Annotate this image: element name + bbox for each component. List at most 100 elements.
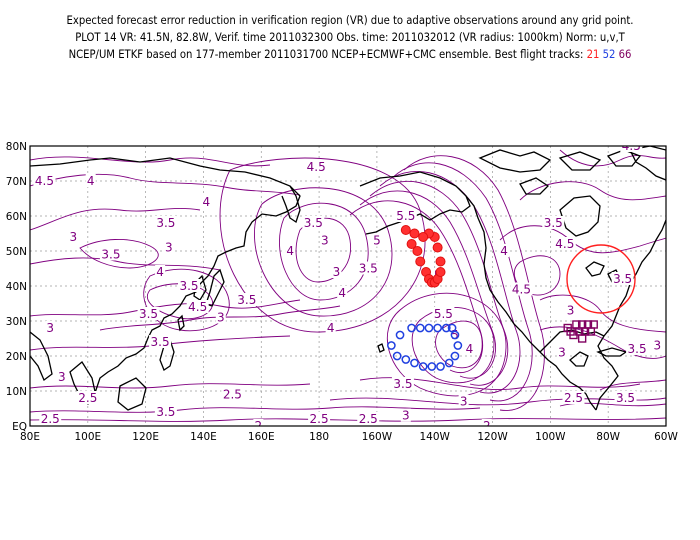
contour-line xyxy=(435,320,483,369)
contour-label: 3.5 xyxy=(237,293,256,307)
contour-label-bg xyxy=(154,216,177,229)
lon-label: 180 xyxy=(309,431,329,443)
contour-label-bg xyxy=(319,233,330,247)
contour-label-bg xyxy=(305,160,328,173)
contour-line xyxy=(411,307,495,384)
contour-label-bg xyxy=(155,265,166,278)
track-52-marker xyxy=(447,323,457,333)
contour-label-bg xyxy=(56,370,67,383)
contour-line xyxy=(30,208,201,231)
track-52-marker xyxy=(427,362,437,371)
contour-label-bg xyxy=(400,408,411,422)
title-line-3-text: NCEP/UM ETKF based on 177-member 2011031… xyxy=(68,48,584,61)
lat-label: 50N xyxy=(6,246,27,258)
lat-label: 30N xyxy=(6,316,27,328)
track-21-marker xyxy=(432,242,443,253)
track-52-marker xyxy=(441,323,451,333)
contour-label: 4 xyxy=(327,321,335,335)
lon-label: 120W xyxy=(477,431,508,443)
contour-line xyxy=(599,379,666,391)
contour-label: 4 xyxy=(156,265,164,279)
contour-label-bg xyxy=(510,282,533,296)
contour-label: 5 xyxy=(451,328,459,342)
coastline-north-america-west xyxy=(465,195,597,411)
contour-line xyxy=(349,200,484,374)
contour-label: 2.5 xyxy=(41,412,60,426)
contour-label-bg xyxy=(553,237,576,250)
contour-label: 3.5 xyxy=(359,262,378,276)
map-frame xyxy=(29,145,667,427)
contour-line xyxy=(539,294,666,333)
contour-label-bg xyxy=(85,174,96,187)
coastlines xyxy=(30,146,666,411)
contour-label: 4.5 xyxy=(555,237,574,251)
contour-label-bg xyxy=(253,419,264,426)
contour-label-bg xyxy=(481,419,492,426)
contour-label: 2.5 xyxy=(78,391,97,405)
contour-label: 3.5 xyxy=(628,342,647,356)
contour-label-bg xyxy=(331,265,342,278)
track-52-marker xyxy=(444,358,454,368)
track-66-marker xyxy=(577,334,587,343)
contour-line xyxy=(30,257,221,271)
contour-label: 5.5 xyxy=(434,307,453,321)
track-66-marker xyxy=(589,320,598,329)
track-id-52: 52 xyxy=(602,48,616,61)
contour-label-bg xyxy=(357,412,380,425)
title-line-1: Expected forecast error reduction in ver… xyxy=(66,14,634,27)
lon-label: 80W xyxy=(596,431,620,443)
contour-label: 3 xyxy=(558,346,566,360)
contour-label: 4 xyxy=(338,286,346,300)
verification-region-circle xyxy=(566,244,636,314)
contour-label-bg xyxy=(449,328,460,341)
contour-label: 3.5 xyxy=(544,216,563,230)
lat-label: 10N xyxy=(6,386,27,398)
contour-label: 2.5 xyxy=(223,388,242,402)
contour-label: 3.5 xyxy=(101,248,120,262)
coastline-north-america-east xyxy=(595,219,666,411)
contour-label-bg xyxy=(221,387,244,401)
lon-label: 160E xyxy=(248,431,275,443)
contour-label: 3 xyxy=(217,311,225,325)
contour-label: 4 xyxy=(87,174,95,188)
contour-line xyxy=(295,217,351,283)
contour-label: 3.5 xyxy=(304,216,323,230)
contour-labels: 4.5 4 4.5 4 3.5 3 3 3.5 4 3.5 4.5 3 3.5 3.5 3 3.5 3 2.5 3.… xyxy=(33,146,663,433)
contour-line xyxy=(386,292,507,397)
contour-label-bg xyxy=(235,293,258,306)
contour-label-bg xyxy=(626,342,649,355)
title-block: Expected forecast error reduction in ver… xyxy=(0,12,700,63)
contour-label-bg xyxy=(137,307,160,320)
contour-line xyxy=(99,305,341,331)
contour-label: 3.5 xyxy=(139,307,158,321)
contour-label-bg xyxy=(285,244,296,257)
gridlines xyxy=(30,146,666,426)
coastline-eurasia xyxy=(30,157,301,399)
contour-label-bg xyxy=(499,244,510,257)
contour-label: 2 xyxy=(483,419,491,433)
track-21-marker xyxy=(418,232,429,242)
track-21-marker xyxy=(435,256,446,267)
track-id-21: 21 xyxy=(586,48,600,61)
contour-label-bg xyxy=(68,230,79,243)
track-21-marker xyxy=(435,267,446,277)
track-52-marker xyxy=(424,323,434,333)
contour-label-bg xyxy=(325,321,336,334)
contour-label: 2.5 xyxy=(564,391,583,405)
track-52-marker xyxy=(392,351,402,361)
contour-label-bg xyxy=(357,261,380,275)
contour-label-bg xyxy=(556,345,567,359)
contour-label: 3.5 xyxy=(393,377,412,391)
track-21-marker xyxy=(406,239,417,249)
contour-line xyxy=(279,202,369,301)
contour-label: 3.5 xyxy=(151,335,170,349)
contour-line xyxy=(219,157,426,333)
contour-label-bg xyxy=(163,240,174,254)
contour-label-bg xyxy=(186,300,209,313)
contour-line xyxy=(79,238,159,269)
flight-track-66 xyxy=(563,320,598,343)
contour-label-bg xyxy=(337,286,348,299)
lat-label: 70N xyxy=(6,176,27,188)
lat-label: 80N xyxy=(6,141,27,153)
